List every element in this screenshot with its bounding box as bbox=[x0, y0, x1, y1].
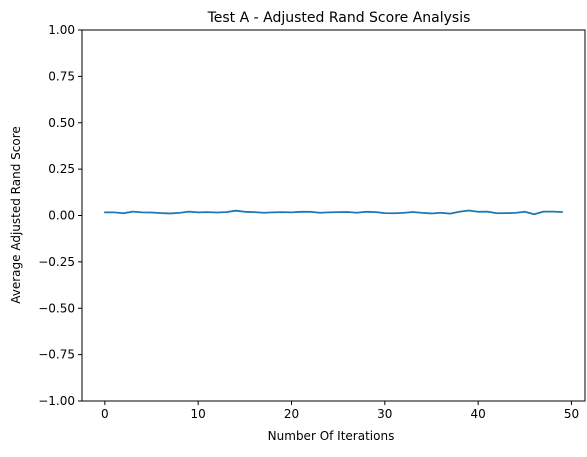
x-tick-label: 0 bbox=[101, 407, 109, 421]
y-tick-label: 0.00 bbox=[48, 209, 75, 223]
x-axis: 0 10 20 30 40 50 bbox=[101, 401, 579, 421]
y-tick-label: −0.25 bbox=[38, 255, 75, 269]
x-tick-label: 50 bbox=[564, 407, 579, 421]
x-tick-label: 30 bbox=[377, 407, 392, 421]
y-tick-label: −1.00 bbox=[38, 394, 75, 408]
y-axis-label: Average Adjusted Rand Score bbox=[9, 126, 23, 304]
chart-title: Test A - Adjusted Rand Score Analysis bbox=[207, 10, 471, 26]
x-tick-label: 20 bbox=[284, 407, 299, 421]
y-tick-label: 0.75 bbox=[48, 69, 75, 83]
y-tick-label: 0.50 bbox=[48, 116, 75, 130]
y-tick-label: −0.75 bbox=[38, 348, 75, 362]
x-tick-label: 10 bbox=[191, 407, 206, 421]
series-layer bbox=[103, 209, 564, 216]
y-axis: −1.00 −0.75 −0.50 −0.25 0.00 0.25 0.50 0.75 1.00 bbox=[38, 23, 82, 408]
y-tick-label: −0.50 bbox=[38, 301, 75, 315]
x-tick-label: 40 bbox=[471, 407, 486, 421]
y-tick-label: 0.25 bbox=[48, 162, 75, 176]
y-tick-label: 1.00 bbox=[48, 23, 75, 37]
plot-area bbox=[81, 29, 586, 402]
x-axis-label: Number Of Iterations bbox=[268, 429, 395, 443]
series-line bbox=[103, 209, 564, 216]
